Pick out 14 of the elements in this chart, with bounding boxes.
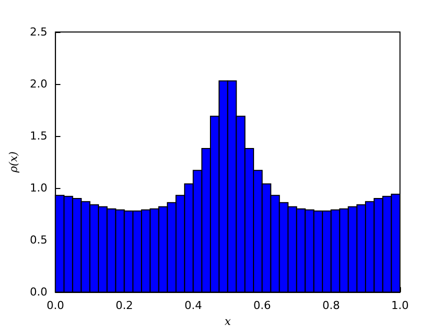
y-tick-label: 0.5: [30, 234, 48, 247]
x-tick-label: 0.8: [322, 299, 340, 312]
x-tick-label: 0.2: [116, 299, 134, 312]
x-tick-label: 1.0: [391, 299, 409, 312]
y-tick-label: 2.5: [30, 26, 48, 38]
x-axis-title: x: [224, 315, 232, 328]
y-tick-label: 0.0: [30, 286, 48, 299]
y-axis-title: ρ(x): [7, 151, 20, 174]
x-tick-label: 0.0: [46, 299, 64, 312]
x-tick-label: 0.6: [253, 299, 271, 312]
x-tick-label: 0.4: [184, 299, 202, 312]
y-tick-label: 1.5: [30, 130, 48, 143]
y-tick-label: 2.0: [30, 78, 48, 91]
y-tick-label: 1.0: [30, 182, 48, 195]
